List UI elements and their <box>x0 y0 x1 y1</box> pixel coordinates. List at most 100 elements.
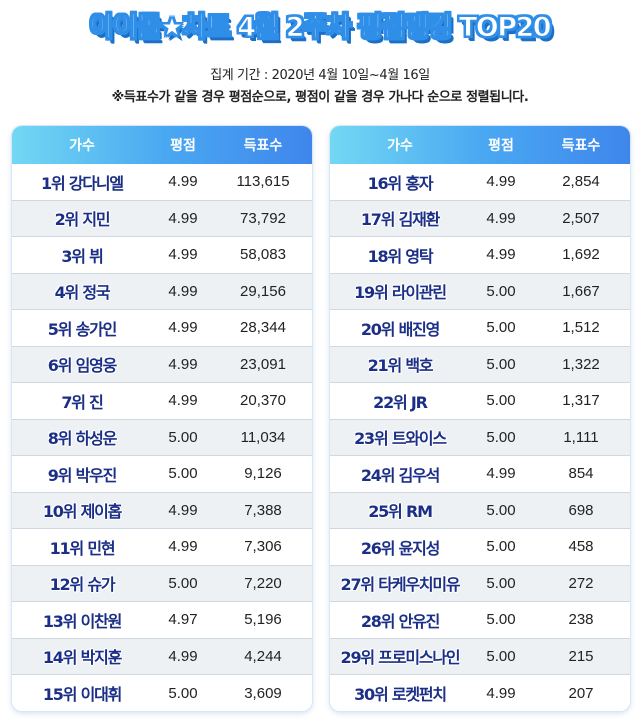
singer-name: 22위 JR <box>373 392 428 412</box>
score-value: 4.99 <box>168 209 198 227</box>
table-row: 3위 뷔 4.99 58,083 <box>12 237 312 274</box>
votes-value: 3,609 <box>244 684 282 702</box>
singer-name: 9위 박우진 <box>47 465 118 485</box>
table-row: 25위 RM 5.00 698 <box>330 492 630 529</box>
header-name: 가수 <box>69 138 95 154</box>
votes-value: 854 <box>568 465 594 483</box>
table-row: 22위 JR 5.00 1,317 <box>330 383 630 420</box>
table-row: 19위 라이관린 5.00 1,667 <box>330 273 630 310</box>
votes-value: 2,854 <box>562 173 600 191</box>
header-votes: 득표수 <box>561 138 601 154</box>
score-value: 5.00 <box>168 465 198 483</box>
table-row: 1위 강다니엘 4.99 113,615 <box>12 164 312 201</box>
singer-name: 11위 민현 <box>49 538 116 558</box>
votes-value: 7,306 <box>244 538 282 556</box>
score-value: 4.99 <box>168 246 198 264</box>
table-row: 8위 하성운 5.00 11,034 <box>12 419 312 456</box>
singer-name: 20위 배진영 <box>360 319 441 339</box>
singer-name: 27위 타케우치미유 <box>340 575 461 595</box>
score-value: 5.00 <box>486 611 516 629</box>
score-value: 4.99 <box>168 319 198 337</box>
table-row: 9위 박우진 5.00 9,126 <box>12 456 312 493</box>
header-votes: 득표수 <box>243 138 283 154</box>
votes-value: 458 <box>568 538 594 556</box>
votes-value: 7,220 <box>244 574 282 592</box>
score-value: 5.00 <box>486 501 516 519</box>
votes-value: 29,156 <box>240 282 286 300</box>
table-row: 14위 박지훈 4.99 4,244 <box>12 638 312 675</box>
header-score: 평점 <box>488 138 514 154</box>
table-row: 30위 로켓펀치 4.99 207 <box>330 675 630 711</box>
votes-value: 113,615 <box>236 173 290 191</box>
period-text: 집계 기간 : 2020년 4월 10일~4월 16일 <box>210 68 430 83</box>
score-value: 5.00 <box>486 319 516 337</box>
singer-name: 25위 RM <box>368 502 433 522</box>
table-body: 16위 홍자 4.99 2,854 17위 김재환 4.99 2,507 18위 영탁 4.9… <box>330 164 630 711</box>
score-value: 4.99 <box>168 538 198 556</box>
score-value: 4.99 <box>168 392 198 410</box>
score-value: 5.00 <box>168 684 198 702</box>
table-row: 10위 제이홉 4.99 7,388 <box>12 492 312 529</box>
table-row: 12위 슈가 5.00 7,220 <box>12 565 312 602</box>
score-value: 5.00 <box>168 428 198 446</box>
score-value: 5.00 <box>486 647 516 665</box>
table-row: 20위 배진영 5.00 1,512 <box>330 310 630 347</box>
singer-name: 5위 송가인 <box>47 319 118 339</box>
votes-value: 1,111 <box>563 428 599 446</box>
singer-name: 8위 하성운 <box>47 429 118 449</box>
votes-value: 58,083 <box>240 246 286 264</box>
ranking-table-left: 가수 평점 득표수 1위 강다니엘 4.99 113,615 2위 지민 4.99 73,… <box>12 126 312 711</box>
score-value: 4.99 <box>168 501 198 519</box>
score-value: 4.99 <box>168 282 198 300</box>
singer-name: 26위 윤지성 <box>360 538 441 558</box>
singer-name: 21위 백호 <box>367 356 434 376</box>
score-value: 4.99 <box>168 647 198 665</box>
table-row: 6위 임영웅 4.99 23,091 <box>12 346 312 383</box>
score-value: 4.97 <box>168 611 198 629</box>
score-value: 5.00 <box>486 574 516 592</box>
votes-value: 73,792 <box>240 209 286 227</box>
table-row: 15위 이대휘 5.00 3,609 <box>12 675 312 711</box>
table-row: 26위 윤지성 5.00 458 <box>330 529 630 566</box>
table-row: 27위 타케우치미유 5.00 272 <box>330 565 630 602</box>
table-body: 1위 강다니엘 4.99 113,615 2위 지민 4.99 73,792 3위 뷔 4.9… <box>12 164 312 711</box>
sorting-note: ※득표수가 같을 경우 평점순으로, 평점이 같을 경우 가나다 순으로 정렬됩… <box>111 90 529 105</box>
score-value: 5.00 <box>486 428 516 446</box>
singer-name: 10위 제이홉 <box>42 502 123 522</box>
table-row: 4위 정국 4.99 29,156 <box>12 273 312 310</box>
votes-value: 1,317 <box>562 392 600 410</box>
score-value: 5.00 <box>486 538 516 556</box>
votes-value: 7,388 <box>244 501 282 519</box>
votes-value: 1,512 <box>562 319 600 337</box>
singer-name: 29위 프로미스나인 <box>340 648 461 668</box>
votes-value: 272 <box>568 574 594 592</box>
singer-name: 6위 임영웅 <box>47 356 118 376</box>
score-value: 4.99 <box>168 173 198 191</box>
votes-value: 215 <box>568 647 594 665</box>
score-value: 4.99 <box>486 246 516 264</box>
singer-name: 12위 슈가 <box>49 575 116 595</box>
singer-name: 15위 이대휘 <box>42 685 123 705</box>
votes-value: 11,034 <box>240 428 286 446</box>
votes-value: 207 <box>568 684 594 702</box>
singer-name: 7위 진 <box>61 392 104 412</box>
singer-name: 3위 뷔 <box>61 246 104 266</box>
votes-value: 1,667 <box>562 282 600 300</box>
singer-name: 13위 이찬원 <box>42 611 123 631</box>
votes-value: 5,196 <box>244 611 282 629</box>
singer-name: 1위 강다니엘 <box>41 173 124 193</box>
score-value: 4.99 <box>486 684 516 702</box>
score-value: 5.00 <box>486 282 516 300</box>
votes-value: 28,344 <box>240 319 286 337</box>
table-header: 가수 평점 득표수 <box>12 126 312 164</box>
table-row: 16위 홍자 4.99 2,854 <box>330 164 630 201</box>
score-value: 4.99 <box>486 465 516 483</box>
score-value: 5.00 <box>168 574 198 592</box>
singer-name: 16위 홍자 <box>367 173 434 193</box>
table-row: 17위 김재환 4.99 2,507 <box>330 200 630 237</box>
table-row: 21위 백호 5.00 1,322 <box>330 346 630 383</box>
singer-name: 4위 정국 <box>54 283 111 303</box>
table-row: 23위 트와이스 5.00 1,111 <box>330 419 630 456</box>
ranking-table-right: 가수 평점 득표수 16위 홍자 4.99 2,854 17위 김재환 4.99 2,50… <box>330 126 630 711</box>
table-row: 2위 지민 4.99 73,792 <box>12 200 312 237</box>
